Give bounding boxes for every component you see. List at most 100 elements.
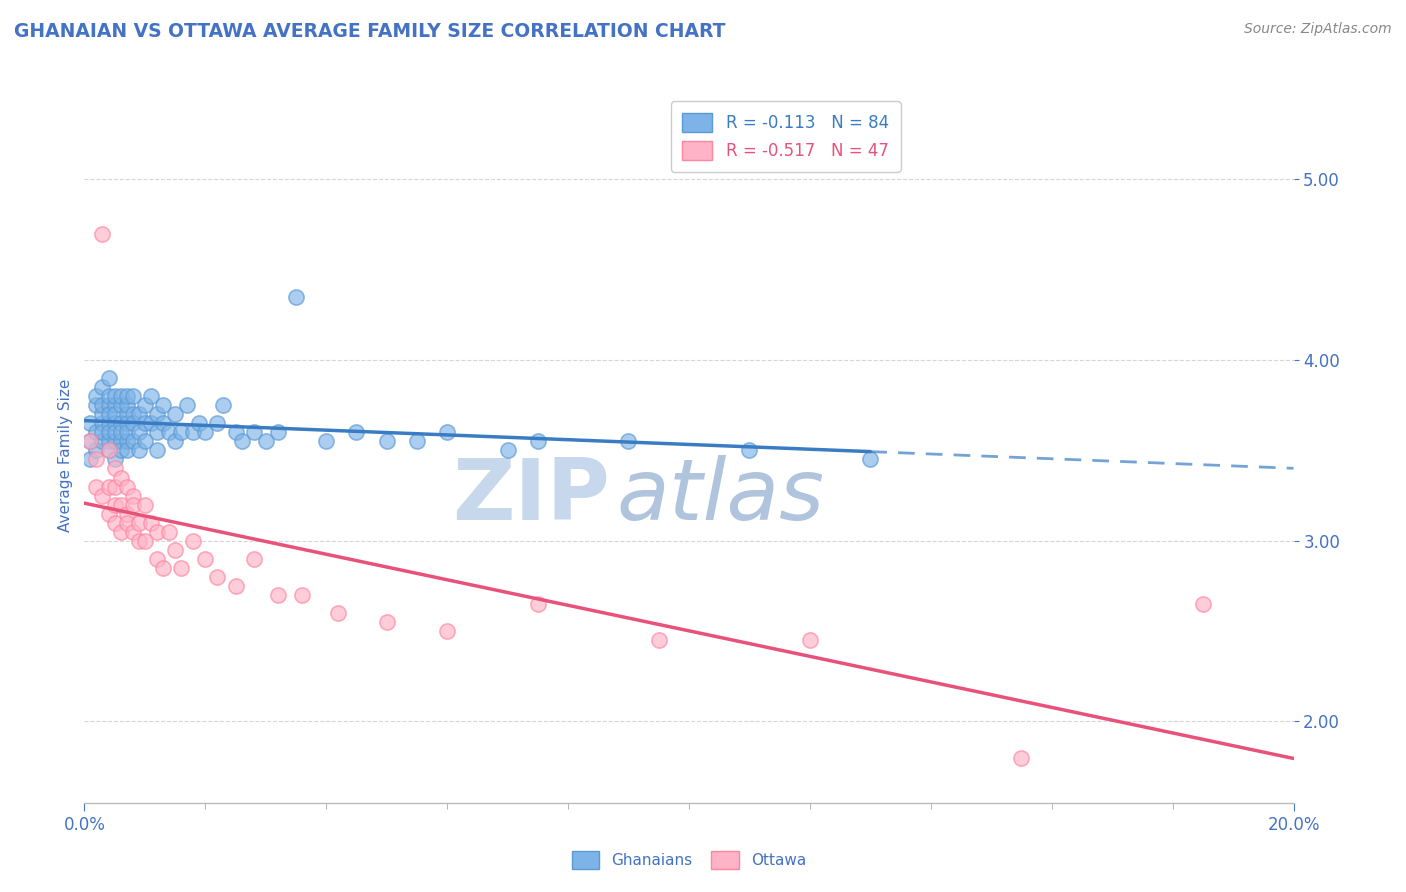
Point: [375, 615, 398, 629]
Point: [115, 417, 138, 431]
Point: [134, 398, 156, 412]
Point: [97, 443, 120, 458]
Point: [110, 443, 132, 458]
Point: [225, 425, 247, 440]
Point: [104, 452, 127, 467]
Point: [97, 398, 120, 412]
Point: [97, 389, 120, 403]
Point: [134, 533, 156, 548]
Point: [121, 434, 143, 449]
Point: [79, 417, 101, 431]
Point: [104, 434, 127, 449]
Point: [128, 533, 150, 548]
Point: [648, 633, 671, 648]
Point: [207, 417, 229, 431]
Point: [1192, 597, 1215, 611]
Point: [104, 417, 127, 431]
Point: [128, 407, 150, 421]
Point: [188, 417, 211, 431]
Point: [110, 417, 132, 431]
Point: [285, 290, 308, 304]
Point: [799, 633, 821, 648]
Point: [146, 524, 169, 539]
Point: [146, 443, 169, 458]
Point: [110, 470, 132, 484]
Point: [86, 443, 108, 458]
Point: [91, 227, 114, 241]
Point: [146, 425, 169, 440]
Point: [91, 407, 114, 421]
Point: [121, 389, 143, 403]
Point: [115, 389, 138, 403]
Point: [291, 588, 314, 602]
Point: [104, 389, 127, 403]
Point: [110, 498, 132, 512]
Point: [110, 398, 132, 412]
Point: [104, 516, 127, 530]
Point: [104, 461, 127, 475]
Point: [436, 624, 458, 639]
Point: [97, 507, 120, 521]
Point: [104, 425, 127, 440]
Point: [91, 489, 114, 503]
Point: [134, 417, 156, 431]
Point: [165, 407, 187, 421]
Point: [86, 389, 108, 403]
Point: [79, 434, 101, 449]
Point: [91, 380, 114, 394]
Point: [121, 489, 143, 503]
Point: [97, 479, 120, 493]
Point: [115, 398, 138, 412]
Point: [86, 479, 108, 493]
Point: [97, 417, 120, 431]
Point: [115, 425, 138, 440]
Point: [315, 434, 337, 449]
Point: [165, 434, 187, 449]
Point: [91, 425, 114, 440]
Point: [152, 398, 174, 412]
Text: ZIP: ZIP: [453, 455, 610, 538]
Point: [254, 434, 277, 449]
Point: [157, 524, 180, 539]
Point: [97, 425, 120, 440]
Point: [110, 434, 132, 449]
Point: [97, 371, 120, 385]
Point: [146, 551, 169, 566]
Point: [181, 425, 204, 440]
Point: [139, 389, 162, 403]
Point: [115, 407, 138, 421]
Point: [181, 533, 204, 548]
Point: [104, 498, 127, 512]
Point: [110, 425, 132, 440]
Point: [527, 597, 550, 611]
Point: [157, 425, 180, 440]
Point: [1011, 750, 1033, 764]
Text: atlas: atlas: [616, 455, 824, 538]
Point: [134, 498, 156, 512]
Point: [146, 407, 169, 421]
Point: [496, 443, 519, 458]
Point: [115, 479, 138, 493]
Point: [104, 479, 127, 493]
Point: [79, 434, 101, 449]
Point: [170, 561, 193, 575]
Text: GHANAIAN VS OTTAWA AVERAGE FAMILY SIZE CORRELATION CHART: GHANAIAN VS OTTAWA AVERAGE FAMILY SIZE C…: [14, 22, 725, 41]
Text: Source: ZipAtlas.com: Source: ZipAtlas.com: [1244, 22, 1392, 37]
Point: [115, 516, 138, 530]
Point: [375, 434, 398, 449]
Legend: Ghanaians, Ottawa: Ghanaians, Ottawa: [565, 846, 813, 875]
Point: [97, 434, 120, 449]
Point: [121, 407, 143, 421]
Point: [527, 434, 550, 449]
Point: [267, 425, 290, 440]
Point: [134, 434, 156, 449]
Point: [242, 425, 264, 440]
Point: [115, 507, 138, 521]
Point: [346, 425, 368, 440]
Point: [194, 425, 217, 440]
Y-axis label: Average Family Size: Average Family Size: [58, 378, 73, 532]
Point: [165, 542, 187, 557]
Point: [436, 425, 458, 440]
Point: [139, 417, 162, 431]
Point: [79, 452, 101, 467]
